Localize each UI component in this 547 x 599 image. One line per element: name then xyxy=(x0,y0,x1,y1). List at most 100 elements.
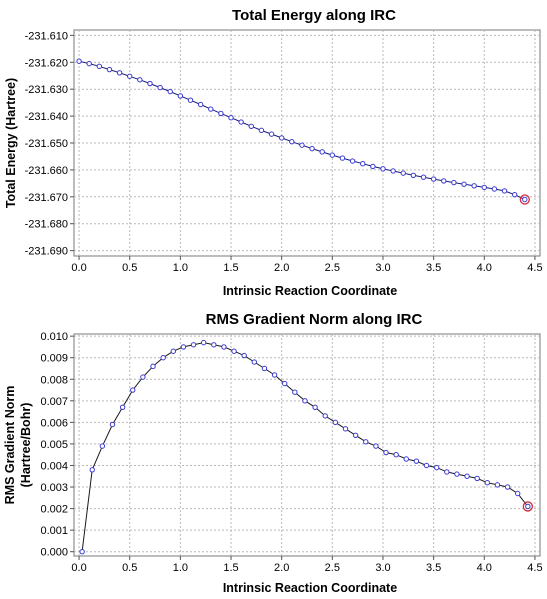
data-point xyxy=(99,443,106,449)
gradient-plot-area xyxy=(73,333,541,557)
y-tick-label: -231.640 xyxy=(25,111,68,123)
data-point xyxy=(96,63,103,70)
data-point xyxy=(461,181,467,187)
data-point xyxy=(474,475,480,482)
data-point xyxy=(302,398,308,404)
x-tick-label: 4.0 xyxy=(477,262,492,274)
x-tick-label: 3.5 xyxy=(426,262,441,274)
x-tick-label: 1.5 xyxy=(223,562,238,574)
y-tick-label: -231.680 xyxy=(25,219,68,231)
data-point xyxy=(451,179,457,186)
y-tick-label: 0.004 xyxy=(40,460,68,472)
data-point xyxy=(89,467,95,473)
data-point xyxy=(522,196,528,203)
data-point xyxy=(140,374,146,380)
data-point xyxy=(127,73,133,79)
data-point xyxy=(170,348,176,354)
gradient-gridlines xyxy=(74,334,540,556)
end-point-marker xyxy=(522,501,533,512)
energy-series-points xyxy=(76,58,530,205)
data-point xyxy=(494,482,501,488)
data-point xyxy=(299,142,305,148)
data-point xyxy=(109,421,116,428)
data-point xyxy=(211,342,217,348)
energy-y-axis-label: Total Energy (Hartree) xyxy=(4,78,18,208)
data-point xyxy=(433,464,440,471)
data-point xyxy=(106,66,113,73)
gradient-x-ticks: 0.0 0.5 1.0 1.5 2.0 2.5 3.0 3.5 4.0 4.5 xyxy=(71,556,543,574)
data-point xyxy=(339,155,346,161)
x-tick-label: 0.0 xyxy=(71,562,86,574)
data-point xyxy=(197,101,204,108)
y-tick-label: 0.010 xyxy=(40,331,68,343)
data-point xyxy=(481,184,487,191)
x-tick-label: 4.5 xyxy=(527,262,542,274)
data-point xyxy=(511,191,518,198)
energy-chart: Total Energy along IRC 0.0 0.5 1.0 1.5 2.0 2.… xyxy=(4,7,543,298)
data-point xyxy=(200,339,207,346)
data-point xyxy=(390,168,396,174)
data-point xyxy=(400,170,406,176)
data-point xyxy=(441,178,447,184)
data-point xyxy=(430,176,437,182)
data-point xyxy=(403,456,409,462)
x-tick-label: 0.0 xyxy=(71,262,86,274)
data-point xyxy=(319,149,325,155)
y-tick-label: 0.008 xyxy=(40,374,68,386)
data-point xyxy=(167,88,173,95)
data-point xyxy=(289,138,295,145)
data-point xyxy=(180,344,187,350)
data-point xyxy=(116,70,123,76)
data-point xyxy=(160,355,166,361)
data-point xyxy=(261,365,268,372)
y-tick-label: 0.000 xyxy=(40,547,68,559)
data-point xyxy=(241,352,247,359)
gradient-chart-title: RMS Gradient Norm along IRC xyxy=(206,311,423,328)
data-point xyxy=(464,473,470,479)
gradient-y-axis-unit: (Hartree/Bohr) xyxy=(19,403,33,488)
data-point xyxy=(147,80,153,87)
x-tick-label: 3.0 xyxy=(375,562,390,574)
data-point xyxy=(79,548,85,555)
data-point xyxy=(352,432,359,439)
data-point xyxy=(420,174,427,180)
x-tick-label: 1.0 xyxy=(173,262,188,274)
data-point xyxy=(504,484,511,490)
data-point xyxy=(218,110,224,117)
data-point xyxy=(190,342,197,348)
y-tick-label: 0.001 xyxy=(40,525,68,537)
gradient-chart: RMS Gradient Norm along IRC 0.0 0.5 1.0 1.5… xyxy=(3,311,543,595)
data-point xyxy=(309,145,315,152)
energy-x-axis-label: Intrinsic Reaction Coordinate xyxy=(223,284,397,298)
y-tick-label: -231.660 xyxy=(25,165,68,177)
y-tick-label: -231.630 xyxy=(25,84,68,96)
data-point xyxy=(423,462,430,469)
data-point xyxy=(349,158,356,164)
y-tick-label: -231.690 xyxy=(25,246,68,258)
data-point xyxy=(413,458,420,464)
x-tick-label: 2.0 xyxy=(274,262,289,274)
data-point xyxy=(278,135,285,141)
data-point xyxy=(329,152,336,158)
end-point-marker xyxy=(519,194,530,205)
data-point xyxy=(137,77,143,83)
energy-chart-title: Total Energy along IRC xyxy=(232,7,396,24)
x-tick-label: 2.0 xyxy=(274,562,289,574)
data-point xyxy=(322,413,328,419)
y-tick-label: -231.650 xyxy=(25,138,68,150)
data-point xyxy=(292,389,298,395)
data-point xyxy=(484,480,491,486)
x-tick-label: 2.5 xyxy=(325,562,340,574)
y-tick-label: 0.007 xyxy=(40,396,68,408)
data-point xyxy=(76,58,82,64)
data-point xyxy=(393,451,399,458)
data-point xyxy=(282,380,288,387)
x-tick-label: 1.5 xyxy=(223,262,238,274)
gradient-y-axis-label: RMS Gradient Norm xyxy=(3,386,17,505)
data-point xyxy=(130,387,136,393)
gradient-y-ticks: 0.000 0.001 0.002 0.003 0.004 0.005 0.006 0.007… xyxy=(40,331,74,559)
data-point xyxy=(312,404,318,410)
data-point xyxy=(444,469,450,475)
data-point xyxy=(231,348,237,354)
x-tick-label: 0.5 xyxy=(122,562,137,574)
